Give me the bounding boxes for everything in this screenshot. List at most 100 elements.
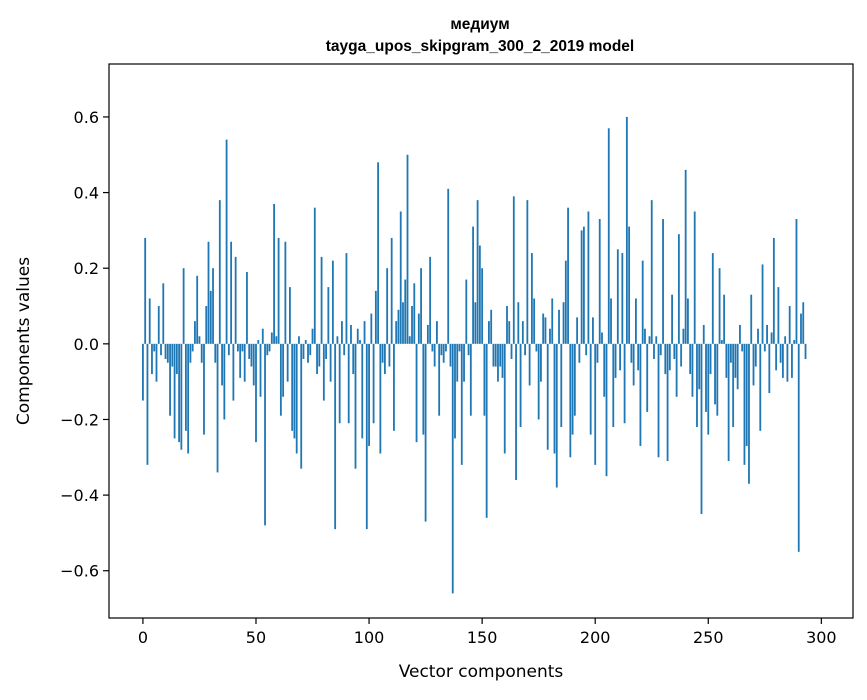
bar: [510, 343, 513, 359]
bar: [225, 139, 228, 344]
bar: [603, 343, 606, 397]
bar: [650, 200, 653, 344]
bar: [659, 343, 662, 356]
bar: [478, 245, 481, 344]
bar: [537, 343, 540, 420]
bar: [411, 306, 413, 344]
bar: [553, 343, 556, 454]
bar: [567, 207, 569, 344]
bar: [417, 313, 420, 344]
bar: [483, 343, 486, 416]
bar: [205, 306, 208, 344]
bar: [354, 343, 357, 469]
bar: [264, 343, 266, 526]
bar: [445, 343, 447, 352]
bar: [784, 336, 787, 344]
bar: [347, 343, 350, 424]
bar: [587, 211, 590, 344]
bar: [142, 343, 144, 401]
y-tick-label: 0.4: [74, 184, 99, 203]
bar: [655, 336, 658, 344]
bar: [720, 340, 723, 344]
bar: [639, 343, 642, 446]
bar: [800, 313, 802, 344]
bar: [709, 343, 712, 375]
bar: [648, 336, 651, 344]
bar: [449, 343, 452, 367]
bar: [564, 260, 567, 344]
bar: [668, 343, 671, 371]
bar: [166, 343, 169, 363]
bar: [750, 294, 753, 344]
bar: [673, 343, 676, 359]
bar: [607, 128, 610, 344]
bar: [454, 343, 456, 439]
bar: [216, 343, 219, 473]
x-tick-label: 300: [806, 628, 837, 647]
bar: [727, 343, 730, 462]
bar: [772, 237, 775, 344]
bar: [469, 343, 472, 416]
bar: [169, 343, 171, 416]
bar: [739, 324, 741, 344]
bar: [526, 200, 529, 344]
bar: [657, 343, 660, 458]
bar: [144, 237, 147, 344]
bar: [519, 343, 522, 428]
bar: [779, 343, 782, 363]
bar: [528, 343, 531, 386]
bar: [318, 343, 321, 367]
bar: [621, 253, 624, 344]
bar: [331, 260, 334, 344]
bar: [279, 343, 282, 416]
bar: [675, 343, 678, 397]
bar: [551, 298, 554, 344]
bar: [781, 343, 784, 378]
x-axis-label: Vector components: [399, 662, 564, 682]
bar: [476, 200, 479, 344]
bar: [530, 253, 533, 344]
bar: [377, 162, 380, 344]
bar: [175, 343, 178, 375]
bar: [503, 343, 506, 454]
bar: [374, 290, 377, 344]
bar: [558, 309, 560, 344]
bar: [218, 200, 221, 344]
bar: [474, 302, 477, 344]
bar: [372, 343, 375, 424]
chart-title: медиум: [450, 16, 509, 33]
bar: [406, 154, 409, 344]
bar: [266, 343, 269, 356]
bar: [653, 343, 655, 359]
bar: [802, 302, 805, 344]
bar: [356, 328, 359, 344]
bar: [594, 343, 597, 465]
bar: [298, 336, 300, 344]
bar: [786, 343, 789, 382]
y-axis-label: Components values: [14, 257, 34, 425]
bar: [601, 332, 603, 344]
bar: [345, 253, 348, 344]
bar: [589, 343, 592, 435]
bar: [680, 343, 683, 367]
bar: [467, 343, 470, 356]
bar: [261, 328, 264, 344]
bar: [585, 343, 588, 356]
bar: [517, 302, 520, 344]
bar: [644, 328, 646, 344]
bar: [732, 343, 735, 428]
bar: [284, 241, 287, 344]
bars-group: [142, 116, 807, 594]
x-tick-label: 250: [693, 628, 724, 647]
bar: [743, 343, 746, 465]
bar: [316, 343, 318, 375]
bar: [155, 343, 158, 382]
bar: [723, 294, 726, 344]
bar: [420, 268, 422, 344]
bar: [788, 306, 791, 344]
bar: [451, 343, 454, 594]
bar: [327, 287, 330, 344]
bar: [302, 343, 305, 359]
